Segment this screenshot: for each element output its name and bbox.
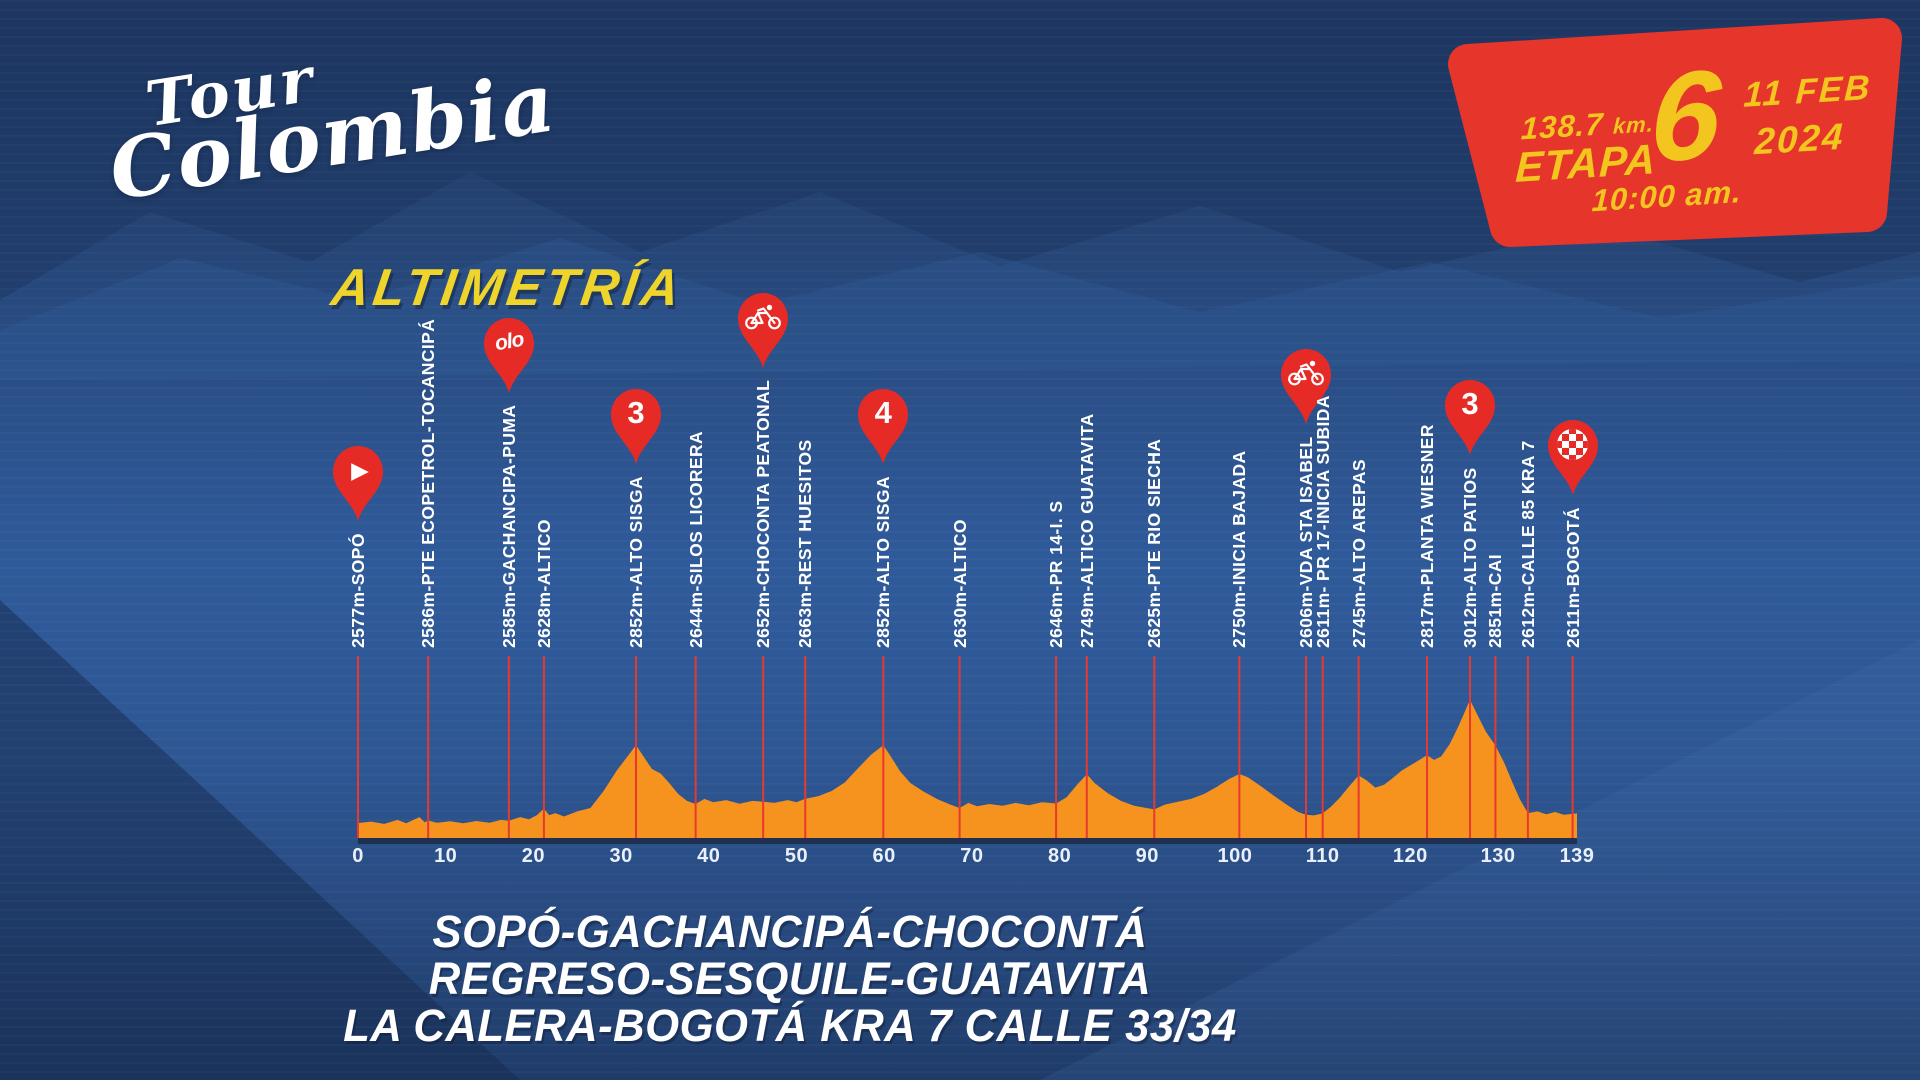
waypoint-label: 2628m-ALTICO — [533, 519, 554, 648]
waypoint-label: 2611m-BOGOTÁ — [1562, 507, 1583, 648]
pin-icon-holder: 4 — [855, 386, 911, 440]
waypoint-label: 2646m-PR 14-I. S — [1046, 500, 1067, 648]
waypoint-label: 2817m-PLANTA WIESNER — [1417, 424, 1438, 648]
pin-icon-holder — [1545, 417, 1601, 471]
route-line-1: SOPÓ-GACHANCIPÁ-CHOCONTÁ — [432, 906, 1148, 957]
x-axis-tick-60: 60 — [872, 845, 896, 867]
cyclist-icon — [745, 304, 782, 330]
climb-category-number: 3 — [627, 395, 645, 430]
pin-shape — [483, 318, 534, 393]
x-axis-tick-90: 90 — [1135, 845, 1159, 867]
x-axis-tick-0: 0 — [352, 845, 364, 867]
pin-icon-holder — [1278, 346, 1334, 400]
waypoint-label: 2630m-ALTICO — [949, 519, 970, 648]
bike-pin — [1278, 346, 1334, 426]
x-axis-tick-30: 30 — [609, 845, 633, 867]
pin-shape — [738, 293, 789, 368]
finish-checker-icon — [1557, 428, 1589, 460]
start-pin: ▶ — [330, 443, 386, 523]
pin-icon-holder: 3 — [1442, 377, 1498, 431]
waypoint-label: 2644m-SILOS LICORERA — [685, 430, 706, 648]
pin-icon-holder: 3 — [608, 386, 664, 440]
pin-shape — [333, 446, 383, 521]
start-flag-icon: ▶ — [351, 456, 369, 483]
x-axis-tick-50: 50 — [784, 845, 809, 867]
pin-shape — [1445, 380, 1495, 455]
waypoint-label: 2586m-PTE ECOPETROL-TOCANCIPÁ — [418, 318, 439, 648]
waypoint-label: 2749m-ALTICO GUATAVITA — [1076, 413, 1097, 648]
x-axis-tick-80: 80 — [1047, 845, 1072, 867]
waypoint-label: 2612m-CALLE 85 KRA 7 — [1517, 440, 1538, 648]
category3-pin: 3 — [608, 386, 664, 466]
waypoint-label: 2585m-GACHANCIPA-PUMA — [498, 404, 519, 648]
waypoint-label: 2852m-ALTO SISGA — [873, 475, 894, 648]
waypoint-label: 2625m-PTE RIO SIECHA — [1144, 438, 1165, 648]
route-line-3: LA CALERA-BOGOTÁ KRA 7 CALLE 33/34 — [343, 1000, 1237, 1051]
waypoint-label: 2652m-CHOCONTA PEATONAL — [753, 379, 774, 648]
x-axis-tick-20: 20 — [521, 845, 546, 867]
sprint-pin: olo — [481, 315, 537, 395]
waypoint-label: 2851m-CAI — [1485, 553, 1506, 648]
waypoint-label: 2663m-REST HUESITOS — [795, 439, 816, 648]
x-axis-tick-120: 120 — [1392, 845, 1428, 867]
x-axis-tick-110: 110 — [1305, 845, 1340, 867]
category3-pin: 3 — [1442, 377, 1498, 457]
cyclist-icon — [1288, 360, 1324, 386]
waypoint-label: 2750m-INICIA BAJADA — [1229, 450, 1250, 648]
waypoint-label: 2577m-SOPÓ — [348, 533, 368, 648]
pin-icon-holder — [735, 290, 791, 344]
sprint-olo-icon: olo — [492, 327, 525, 356]
climb-category-number: 4 — [874, 395, 892, 430]
pin-icon-holder: ▶ — [330, 443, 386, 497]
waypoint-label: 2745m-ALTO AREPAS — [1348, 459, 1369, 648]
chart-baseline — [358, 838, 1577, 844]
x-axis-tick-139: 139 — [1559, 845, 1595, 867]
pin-shape — [1281, 349, 1331, 424]
waypoint-label: 2852m-ALTO SISGA — [626, 475, 646, 648]
elevation-area — [358, 699, 1577, 838]
route-line-2: REGRESO-SESQUILE-GUATAVITA — [428, 953, 1152, 1004]
waypoint-label: 3012m-ALTO PATIOS — [1460, 467, 1480, 648]
stage-badge-shape — [1448, 18, 1902, 247]
x-axis-tick-10: 10 — [434, 845, 458, 867]
finish-pin — [1545, 417, 1601, 497]
x-axis-tick-100: 100 — [1217, 845, 1253, 867]
x-axis-tick-70: 70 — [960, 845, 984, 867]
x-axis-tick-130: 130 — [1480, 845, 1516, 867]
route-description: SOPÓ-GACHANCIPÁ-CHOCONTÁ REGRESO-SESQUIL… — [227, 908, 1352, 1049]
pin-shape — [858, 389, 909, 464]
waypoint-label: 2611m- PR 17-INICIA SUBIDA — [1312, 395, 1333, 648]
pin-icon-holder: olo — [481, 315, 537, 369]
pin-shape — [611, 389, 661, 464]
climb-category-number: 3 — [1461, 386, 1479, 421]
x-axis-tick-40: 40 — [697, 845, 721, 867]
bike-pin — [735, 290, 791, 370]
category4-pin: 4 — [855, 386, 911, 466]
